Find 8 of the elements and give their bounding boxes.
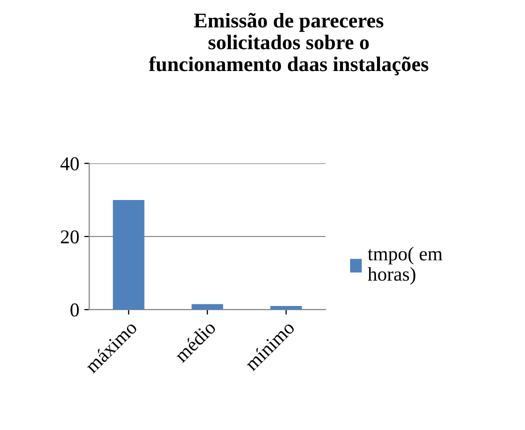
legend-label: tmpo( em horas) — [368, 246, 442, 285]
chart-title: Emissão de pareceres solicitados sobre o funcionamento daas instalações — [148, 12, 428, 76]
y-tick-label: 40 — [60, 157, 79, 170]
y-tick-label: 20 — [60, 230, 79, 244]
y-tick-label: 0 — [70, 303, 79, 317]
bar — [270, 306, 302, 310]
bar — [112, 200, 144, 310]
bar — [192, 304, 224, 310]
